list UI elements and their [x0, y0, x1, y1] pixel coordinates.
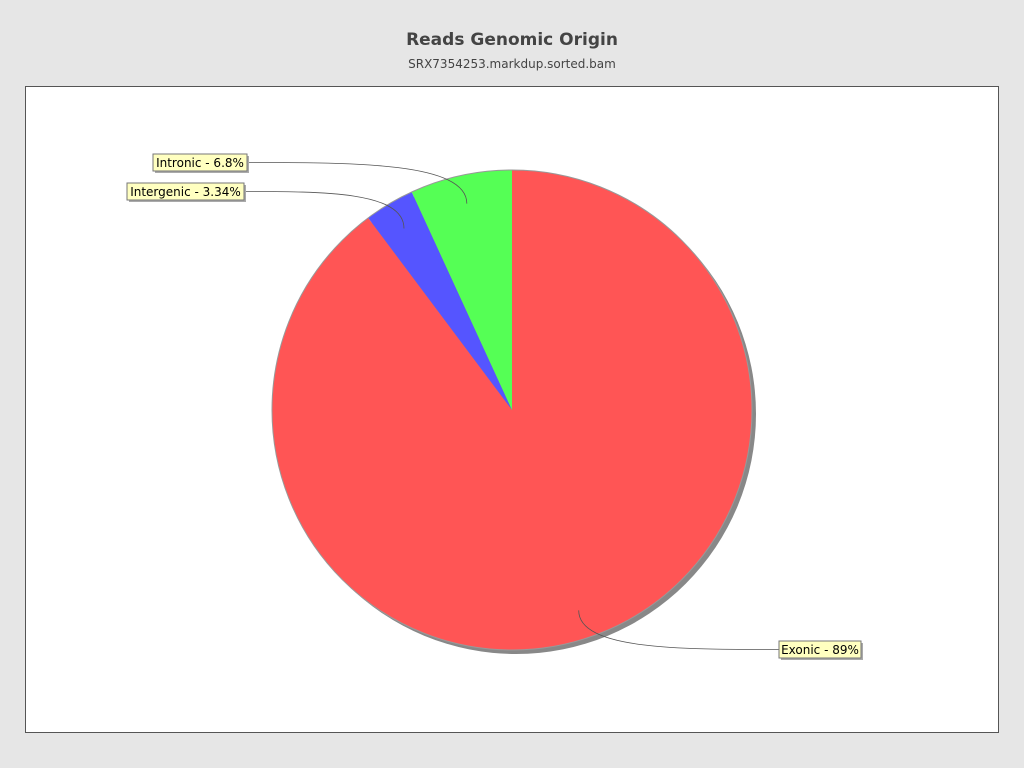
slice-label-intergenic: Intergenic - 3.34% — [130, 185, 241, 199]
chart-title: Reads Genomic Origin — [406, 30, 618, 50]
leader-line-intronic — [246, 162, 468, 204]
pie-slice-intronic — [411, 170, 512, 410]
pie-slice-intergenic — [368, 191, 512, 410]
leader-line-intergenic — [243, 191, 405, 229]
leader-line-exonic — [578, 610, 780, 650]
chart-subtitle: SRX7354253.markdup.sorted.bam — [408, 57, 616, 71]
label-box-exonic — [778, 640, 862, 659]
label-box-intronic — [152, 153, 248, 172]
label-box-intergenic — [126, 182, 245, 201]
slice-label-exonic: Exonic - 89% — [781, 643, 859, 657]
slice-label-intronic: Intronic - 6.8% — [156, 156, 244, 170]
pie-slice-exonic — [272, 170, 753, 650]
pie-outline — [271, 169, 753, 651]
